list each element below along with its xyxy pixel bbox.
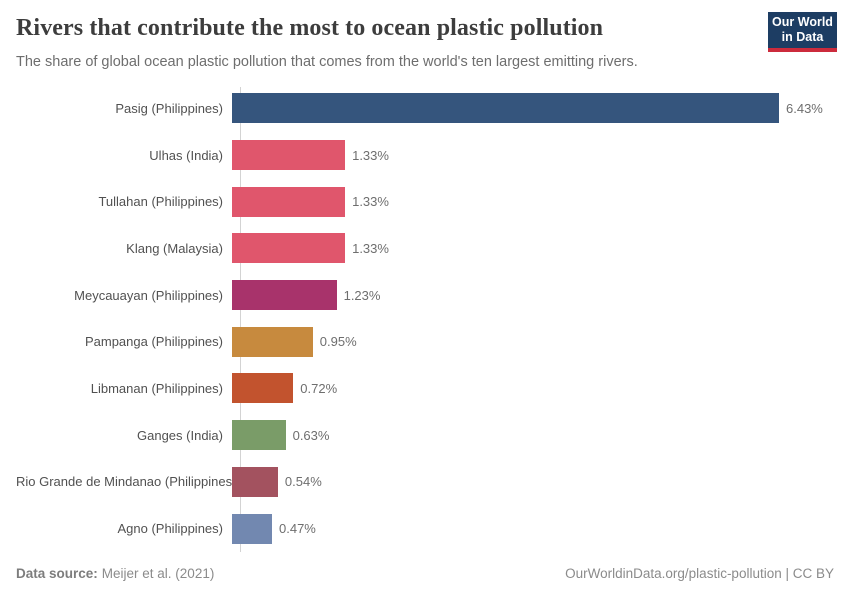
bar-category-label: Pampanga (Philippines) [84, 334, 223, 350]
bar-value-label: 0.54% [284, 474, 322, 490]
bar-area: 1.33% [232, 225, 389, 272]
chart-subtitle: The share of global ocean plastic pollut… [16, 54, 638, 70]
y-axis-line [240, 87, 241, 552]
bar-chart: Pasig (Philippines) 6.43% Ulhas (India) 1.3… [16, 85, 834, 552]
bar-area: 0.72% [232, 365, 337, 412]
bar[interactable] [232, 233, 346, 264]
bar-value-label: 0.95% [319, 334, 357, 350]
owid-logo[interactable]: Our World in Data [768, 12, 837, 52]
owid-logo-line2: in Data [781, 30, 824, 44]
bar[interactable] [232, 140, 346, 171]
bar-category-label: Ganges (India) [137, 427, 223, 443]
bar-value-label: 1.33% [352, 194, 389, 210]
bar[interactable] [232, 513, 272, 544]
bar-category-label: Pasig (Philippines) [115, 100, 223, 116]
page-title: Rivers that contribute the most to ocean… [16, 15, 604, 41]
bar-value-label: 6.43% [786, 100, 823, 116]
bar[interactable] [232, 93, 779, 124]
bar-row: Pasig (Philippines) 6.43% [16, 85, 834, 132]
bar-area: 1.33% [232, 178, 389, 225]
bar-row: Agno (Philippines) 0.47% [16, 505, 834, 552]
data-source: Data source: Meijer et al. (2021) [16, 566, 214, 581]
bar-category-label: Ulhas (India) [149, 147, 223, 163]
bar-area: 6.43% [232, 85, 823, 132]
bar-value-label: 1.33% [352, 240, 389, 256]
bar-row: Meycauayan (Philippines) 1.23% [16, 272, 834, 319]
bar[interactable] [232, 466, 278, 497]
bar-area: 0.63% [232, 412, 329, 459]
bar-category-label: Klang (Malaysia) [126, 240, 223, 256]
bar-category-label: Agno (Philippines) [117, 521, 223, 537]
bar-area: 0.47% [232, 505, 316, 552]
bar-row: Pampanga (Philippines) 0.95% [16, 318, 834, 365]
bar-category-label: Libmanan (Philippines) [90, 380, 223, 396]
bar-category-label: Tullahan (Philippines) [98, 194, 223, 210]
bar-category-label: Rio Grande de Mindanao (Philippines) [16, 474, 237, 490]
bar-value-label: 1.33% [352, 147, 389, 163]
bar[interactable] [232, 420, 286, 451]
bar-area: 0.95% [232, 318, 357, 365]
bar[interactable] [232, 280, 337, 311]
bar-area: 0.54% [232, 459, 322, 506]
bar[interactable] [232, 186, 346, 217]
bar-row: Ulhas (India) 1.33% [16, 132, 834, 179]
data-source-label: Data source: [16, 566, 98, 581]
owid-logo-line1: Our World [772, 15, 833, 29]
bar-row: Klang (Malaysia) 1.33% [16, 225, 834, 272]
chart-footer: Data source: Meijer et al. (2021) OurWorl… [16, 566, 834, 581]
bar-area: 1.23% [232, 272, 380, 319]
bar-row: Rio Grande de Mindanao (Philippines) 0.54… [16, 459, 834, 506]
bar-row: Tullahan (Philippines) 1.33% [16, 178, 834, 225]
data-source-value: Meijer et al. (2021) [101, 566, 215, 581]
footer-credit-link[interactable]: OurWorldinData.org/plastic-pollution | C… [565, 566, 834, 581]
bar-category-label: Meycauayan (Philippines) [74, 287, 223, 303]
bar-value-label: 1.23% [343, 287, 381, 303]
bar[interactable] [232, 326, 313, 357]
bar-value-label: 0.72% [300, 380, 338, 396]
bar[interactable] [232, 373, 294, 404]
bar-area: 1.33% [232, 132, 389, 179]
bar-row: Ganges (India) 0.63% [16, 412, 834, 459]
bar-value-label: 0.63% [292, 427, 330, 443]
bar-row: Libmanan (Philippines) 0.72% [16, 365, 834, 412]
bar-value-label: 0.47% [279, 521, 316, 537]
